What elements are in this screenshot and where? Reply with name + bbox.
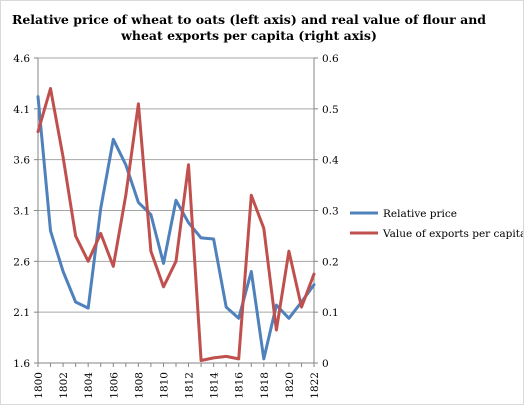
axes: 1.6 2.1 2.6 3.1 3.6 4.1 4.6 0 0.1 0.2 0.3 0.4 0.5 0.6… [13, 53, 339, 399]
left-axis-tick-label: 1.6 [13, 358, 30, 370]
left-axis-tick-label: 4.6 [13, 53, 30, 65]
right-axis-tick-label: 0.6 [322, 53, 339, 65]
right-axis-tick-label: 0.1 [322, 307, 339, 319]
gridlines [38, 57, 314, 313]
right-axis-tick-label: 0 [322, 358, 329, 370]
left-axis-tick-label: 4.1 [13, 104, 30, 116]
right-axis-tick-label: 0.5 [322, 104, 339, 116]
x-axis-tick-label: 1808 [133, 372, 145, 399]
series-line-1 [36, 95, 316, 361]
legend: Relative price Value of exports per capit… [350, 208, 523, 240]
legend-label-2: Value of exports per capita [382, 228, 523, 240]
x-axis-tick-label: 1800 [33, 372, 45, 399]
x-axis-tick-label: 1818 [259, 372, 271, 399]
chart-title-line-1: Relative price of wheat to oats (left ax… [12, 12, 486, 27]
x-axis-tick-label: 1804 [83, 372, 95, 399]
x-axis-tick-label: 1822 [309, 372, 321, 399]
left-axis-tick-label: 3.6 [13, 155, 30, 167]
chart-title: Relative price of wheat to oats (left ax… [12, 12, 486, 43]
x-axis-tick-label: 1810 [158, 372, 170, 399]
x-axis-tick-label: 1806 [108, 372, 120, 399]
series-lines [36, 87, 316, 362]
chart-title-line-2: wheat exports per capita (right axis) [120, 28, 377, 43]
left-axis-tick-label: 2.6 [13, 256, 30, 268]
right-axis-tick-label: 0.4 [322, 155, 339, 167]
left-axis-tick-label: 3.1 [13, 206, 30, 218]
series-line-2 [36, 87, 316, 362]
x-axis-tick-label: 1812 [184, 372, 196, 399]
left-axis-tick-label: 2.1 [13, 307, 30, 319]
x-axis-tick-label: 1814 [209, 372, 221, 399]
right-axis-tick-label: 0.3 [322, 206, 339, 218]
x-axis-tick-label: 1802 [58, 372, 70, 399]
x-axis-tick-label: 1816 [234, 372, 246, 399]
legend-label-1: Relative price [383, 208, 457, 220]
right-axis-tick-label: 0.2 [322, 256, 339, 268]
x-axis-tick-label: 1820 [284, 372, 296, 399]
